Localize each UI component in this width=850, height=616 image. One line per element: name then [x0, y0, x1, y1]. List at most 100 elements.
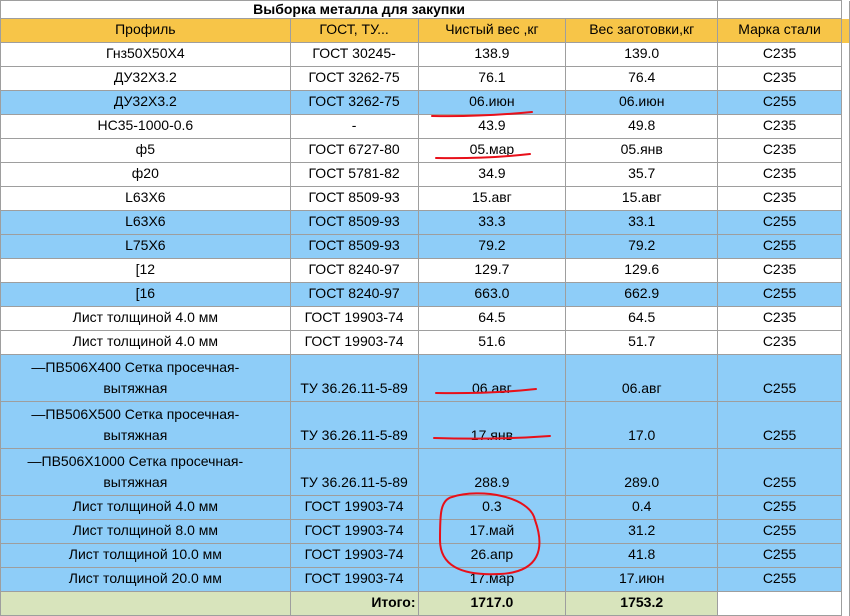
cell: Лист толщиной 8.0 мм	[0, 519, 291, 544]
cell: C255	[717, 543, 842, 568]
cell: C255	[717, 234, 842, 259]
cell: 31.2	[565, 519, 719, 544]
total-label: Итого:	[289, 591, 419, 616]
cell: C255	[717, 354, 842, 402]
cell: ГОСТ 8240-97	[289, 282, 419, 307]
cell	[840, 591, 850, 616]
table-row: —ПВ506X500 Сетка просечная-вытяжная ТУ 36…	[0, 401, 850, 449]
cell: ГОСТ 8509-93	[289, 210, 419, 235]
cell: ГОСТ 3262-75	[289, 66, 419, 91]
cell: 663.0	[417, 282, 567, 307]
cell: НС35-1000-0.6	[0, 114, 291, 139]
total-net: 1717.0	[417, 591, 567, 616]
cell: 06.авг	[565, 354, 719, 402]
cell: 138.9	[417, 42, 567, 67]
cell: 139.0	[565, 42, 719, 67]
cell: 49.8	[565, 114, 719, 139]
table-row: [12 ГОСТ 8240-97 129.7 129.6 C235	[0, 258, 850, 283]
header-row: Профиль ГОСТ, ТУ... Чистый вес ,кг Вес заго…	[0, 18, 850, 43]
header-cell: ГОСТ, ТУ...	[289, 18, 419, 43]
cell	[840, 66, 850, 91]
cell: 17.мар	[417, 567, 567, 592]
cell	[717, 0, 842, 19]
cell: Лист толщиной 4.0 мм	[0, 495, 291, 520]
cell: 17.янв	[417, 401, 567, 449]
cell: 289.0	[565, 448, 719, 496]
cell	[840, 42, 850, 67]
table-row: Лист толщиной 8.0 мм ГОСТ 19903-74 17.май 3…	[0, 519, 850, 544]
cell	[840, 162, 850, 187]
cell: C235	[717, 258, 842, 283]
cell	[840, 0, 850, 19]
table-row: Лист толщиной 20.0 мм ГОСТ 19903-74 17.мар…	[0, 567, 850, 592]
cell: 76.1	[417, 66, 567, 91]
cell: —ПВ506X1000 Сетка просечная-вытяжная	[0, 448, 291, 496]
cell: 15.авг	[417, 186, 567, 211]
cell: [12	[0, 258, 291, 283]
cell	[717, 591, 842, 616]
cell: 129.6	[565, 258, 719, 283]
title-row: Выборка металла для закупки	[0, 0, 850, 19]
table-row: НС35-1000-0.6-43.9 49.8 C235	[0, 114, 850, 139]
table-row: ф5 ГОСТ 6727-80 05.мар 05.янв C235	[0, 138, 850, 163]
table-row: Гнз50X50X4 ГОСТ 30245- 138.9 139.0 C235	[0, 42, 850, 67]
cell	[840, 138, 850, 163]
cell	[840, 495, 850, 520]
total-row: Итого: 1717.0 1753.2	[0, 591, 850, 616]
cell	[840, 567, 850, 592]
cell: ТУ 36.26.11-5-89	[289, 354, 419, 402]
cell: 15.авг	[565, 186, 719, 211]
cell: —ПВ506X400 Сетка просечная-вытяжная	[0, 354, 291, 402]
cell: ГОСТ 8240-97	[289, 258, 419, 283]
cell: [16	[0, 282, 291, 307]
cell: C235	[717, 66, 842, 91]
cell: ГОСТ 30245-	[289, 42, 419, 67]
cell	[840, 114, 850, 139]
cell: 41.8	[565, 543, 719, 568]
cell: ДУ32X3.2	[0, 66, 291, 91]
cell: 26.апр	[417, 543, 567, 568]
cell: ГОСТ 19903-74	[289, 567, 419, 592]
cell: ГОСТ 19903-74	[289, 306, 419, 331]
cell: ГОСТ 5781-82	[289, 162, 419, 187]
cell: 288.9	[417, 448, 567, 496]
cell: 51.6	[417, 330, 567, 355]
cell: C255	[717, 495, 842, 520]
cell: 05.мар	[417, 138, 567, 163]
cell	[840, 448, 850, 496]
cell: C235	[717, 330, 842, 355]
cell: ГОСТ 19903-74	[289, 330, 419, 355]
table-row: L75X6 ГОСТ 8509-93 79.2 79.2 C255	[0, 234, 850, 259]
cell: 33.1	[565, 210, 719, 235]
table-row: ДУ32X3.2 ГОСТ 3262-75 06.июн 06.июн C255	[0, 90, 850, 115]
cell: ГОСТ 19903-74	[289, 543, 419, 568]
cell: 17.июн	[565, 567, 719, 592]
cell: ГОСТ 8509-93	[289, 186, 419, 211]
table-row: Лист толщиной 10.0 мм ГОСТ 19903-74 26.апр…	[0, 543, 850, 568]
cell: 64.5	[565, 306, 719, 331]
table-row: —ПВ506X1000 Сетка просечная-вытяжная ТУ 3…	[0, 448, 850, 496]
cell: Лист толщиной 20.0 мм	[0, 567, 291, 592]
cell	[840, 354, 850, 402]
cell: 51.7	[565, 330, 719, 355]
cell: 662.9	[565, 282, 719, 307]
cell: 64.5	[417, 306, 567, 331]
cell: C255	[717, 90, 842, 115]
cell: C255	[717, 567, 842, 592]
cell: ТУ 36.26.11-5-89	[289, 401, 419, 449]
cell: Гнз50X50X4	[0, 42, 291, 67]
cell: C235	[717, 42, 842, 67]
table-row: —ПВ506X400 Сетка просечная-вытяжная ТУ 36…	[0, 354, 850, 402]
cell: ГОСТ 3262-75	[289, 90, 419, 115]
header-cell: Чистый вес ,кг	[417, 18, 567, 43]
cell: ГОСТ 6727-80	[289, 138, 419, 163]
cell: ТУ 36.26.11-5-89	[289, 448, 419, 496]
cell: C255	[717, 282, 842, 307]
cell	[840, 258, 850, 283]
total-gross: 1753.2	[565, 591, 719, 616]
cell: 33.3	[417, 210, 567, 235]
cell	[840, 519, 850, 544]
cell: Лист толщиной 10.0 мм	[0, 543, 291, 568]
cell: 129.7	[417, 258, 567, 283]
